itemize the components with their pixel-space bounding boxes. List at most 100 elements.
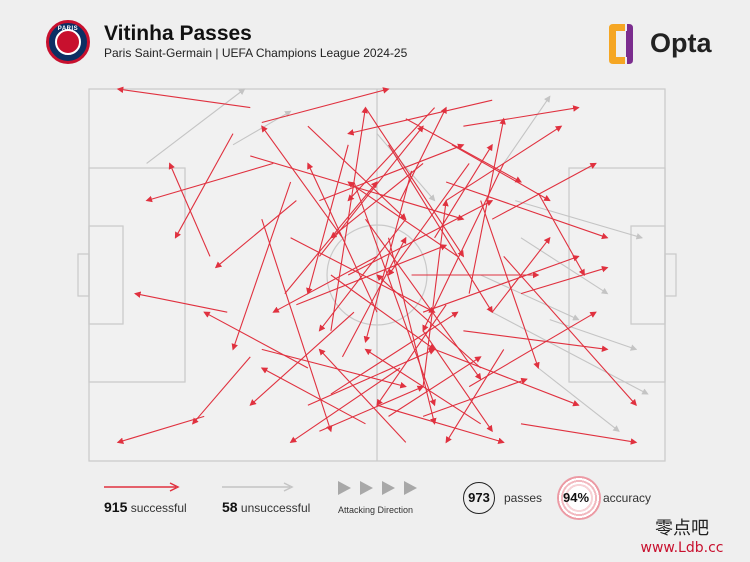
attacking-direction-label: Attacking Direction	[338, 505, 414, 515]
successful-pass-arrow	[376, 404, 505, 445]
successful-pass-arrow	[116, 415, 205, 444]
successful-label: successful	[130, 501, 187, 515]
unsuccessful-arrow-icon	[222, 482, 294, 492]
successful-pass-arrow	[296, 244, 448, 306]
page-subtitle: Paris Saint-Germain | UEFA Champions Lea…	[104, 46, 408, 60]
page-title: Vitinha Passes	[104, 22, 252, 45]
successful-pass-arrow	[365, 107, 465, 258]
successful-pass-arrow	[319, 143, 465, 202]
watermark-line2: www.Ldb.cc	[640, 540, 724, 556]
unsuccessful-pass-arrow	[520, 237, 609, 295]
successful-pass-arrow	[463, 330, 609, 352]
successful-pass-arrow	[249, 311, 355, 406]
successful-pass-arrow	[330, 311, 459, 395]
successful-pass-arrow	[134, 291, 228, 313]
successful-arrow-icon	[104, 482, 180, 492]
successful-pass-arrow	[347, 107, 436, 202]
left-goal	[77, 253, 90, 297]
passes-count: 973	[463, 482, 495, 514]
header: PARIS Vitinha Passes Paris Saint-Germain…	[0, 0, 750, 80]
unsuccessful-pass-arrow	[480, 274, 580, 321]
successful-pass-arrow	[330, 106, 368, 331]
successful-pass-arrow	[318, 125, 424, 257]
successful-pass-arrow	[422, 255, 580, 313]
successful-pass-arrow	[203, 311, 309, 369]
successful-pass-arrow	[347, 99, 493, 136]
successful-pass-arrow	[261, 125, 343, 239]
successful-pass-arrow	[174, 133, 234, 239]
successful-pass-arrow	[376, 304, 447, 407]
unsuccessful-pass-arrow	[537, 367, 620, 432]
successful-pass-arrow	[422, 163, 505, 332]
accuracy-ring-icon	[557, 476, 601, 520]
successful-pass-arrow	[491, 162, 597, 220]
successful-pass-arrow	[284, 181, 378, 294]
successful-pass-arrow	[468, 117, 506, 294]
successful-pass-arrow	[376, 274, 482, 369]
brand-name: Opta	[650, 28, 712, 58]
club-logo-inner	[55, 29, 81, 55]
successful-pass-arrow	[214, 200, 297, 269]
successful-count: 915	[104, 499, 128, 515]
successful-pass-arrow	[318, 218, 407, 332]
unsuccessful-pass-arrow	[146, 88, 246, 164]
successful-pass-arrow	[491, 236, 551, 313]
successful-pass-arrow	[399, 106, 447, 201]
successful-pass-arrow	[272, 255, 378, 313]
successful-pass-arrow	[289, 367, 401, 444]
successful-pass-arrow	[318, 348, 407, 443]
successful-pass-arrow	[468, 311, 597, 388]
successful-pass-arrow	[306, 144, 349, 295]
successful-pass-arrow	[341, 236, 407, 358]
successful-pass-arrow	[405, 118, 522, 183]
successful-pass-arrow	[261, 219, 333, 433]
successful-pass-arrow	[422, 377, 528, 417]
unsuccessful-pass-arrow	[491, 311, 649, 395]
successful-pass-arrow	[307, 348, 436, 406]
successful-pass-arrow	[434, 143, 493, 239]
successful-pass-arrow	[168, 162, 211, 257]
successful-pass-arrow	[363, 170, 413, 344]
unsuccessful-legend: 58 unsuccessful	[222, 499, 310, 515]
successful-pass-arrow	[480, 200, 540, 370]
unsuccessful-count: 58	[222, 499, 238, 515]
successful-pass-arrow	[307, 125, 407, 220]
successful-pass-arrow	[445, 349, 505, 444]
successful-pass-arrow	[191, 356, 251, 425]
successful-pass-arrow	[520, 423, 638, 445]
successful-pass-arrow	[520, 265, 609, 295]
legend: 915 successful 58 unsuccessful Attacking…	[0, 470, 750, 530]
successful-legend: 915 successful	[104, 499, 187, 515]
successful-pass-arrow	[145, 162, 274, 203]
pass-map-chart	[77, 86, 677, 462]
successful-pass-arrow	[319, 385, 425, 432]
successful-pass-arrow	[330, 274, 436, 351]
accuracy-label: accuracy	[603, 491, 652, 505]
attacking-direction-icon	[338, 481, 417, 495]
successful-pass-arrow	[387, 237, 437, 425]
successful-pass-arrow	[387, 163, 470, 276]
successful-pass-arrow	[231, 181, 292, 351]
right-goal	[664, 253, 677, 297]
unsuccessful-label: unsuccessful	[240, 501, 311, 515]
passes-label: passes	[504, 491, 543, 505]
watermark: 零点吧 www.Ldb.cc	[622, 514, 742, 556]
successful-pass-arrow	[445, 181, 609, 240]
successful-pass-arrow	[388, 356, 482, 417]
successful-pass-arrow	[451, 144, 551, 202]
successful-pass-arrow	[503, 256, 637, 407]
club-logo: PARIS	[46, 20, 90, 64]
successful-pass-arrow	[434, 348, 580, 407]
opta-logo-icon	[609, 24, 633, 64]
accuracy-value: 94%	[563, 490, 590, 505]
successful-pass-arrow	[463, 105, 580, 127]
successful-pass-arrow	[261, 87, 390, 124]
successful-passes	[116, 86, 638, 445]
successful-pass-arrow	[353, 181, 436, 407]
unsuccessful-pass-arrow	[515, 200, 644, 240]
successful-pass-arrow	[116, 86, 251, 109]
successful-pass-arrow	[260, 367, 366, 425]
unsuccessful-pass-arrow	[503, 95, 551, 164]
watermark-line1: 零点吧	[655, 518, 709, 539]
successful-pass-arrow	[537, 192, 585, 276]
